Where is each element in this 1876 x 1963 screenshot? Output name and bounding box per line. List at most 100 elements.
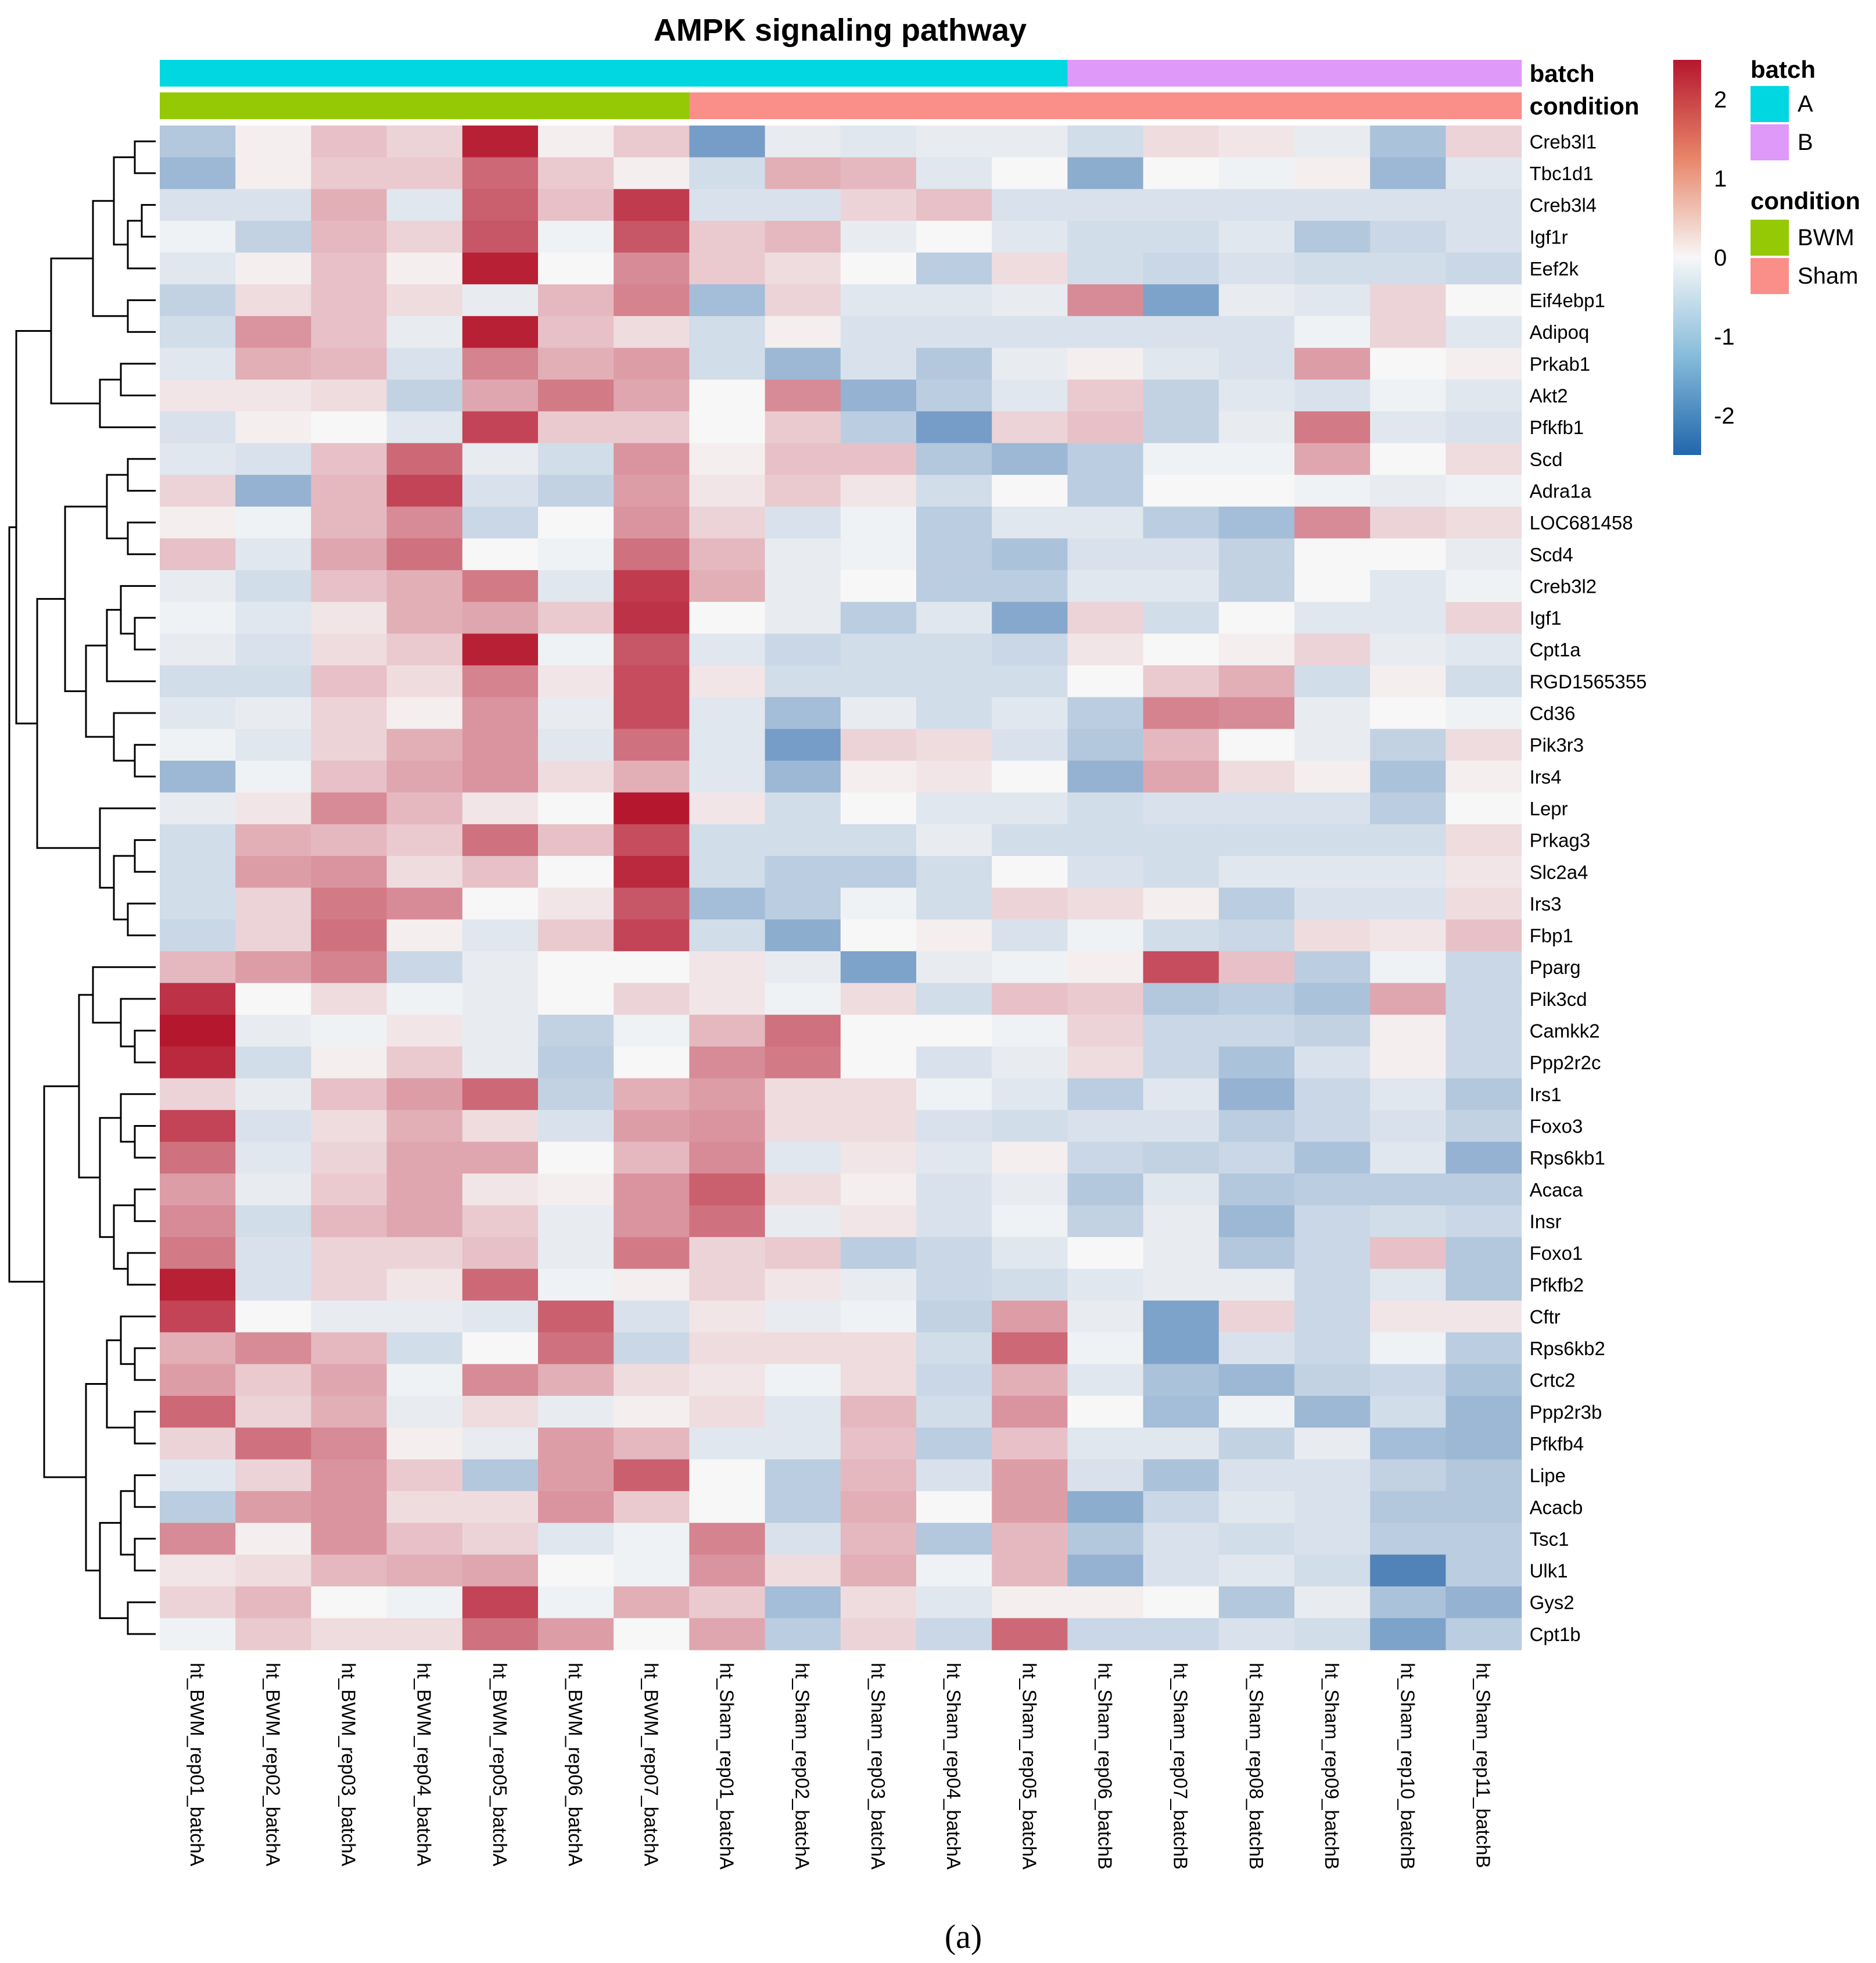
- heatmap-cell: [1294, 252, 1371, 285]
- heatmap-cell: [1218, 220, 1295, 253]
- heatmap-cell: [1294, 697, 1371, 729]
- row-label: Pfkfb4: [1530, 1433, 1584, 1455]
- heatmap-cell: [235, 792, 311, 825]
- heatmap-cell: [765, 252, 841, 285]
- heatmap-cell: [311, 1491, 388, 1524]
- heatmap-cell: [614, 284, 690, 317]
- heatmap-cell: [689, 379, 766, 412]
- heatmap-cell: [765, 1046, 841, 1079]
- heatmap-cell: [1294, 411, 1371, 444]
- dendrogram-branch: [134, 1188, 156, 1222]
- heatmap-cell: [311, 284, 388, 317]
- heatmap-cell: [538, 252, 614, 285]
- heatmap-cell: [1370, 729, 1446, 761]
- heatmap-cell: [235, 1459, 311, 1492]
- row-label: Scd4: [1530, 544, 1573, 565]
- heatmap-cell: [235, 887, 311, 920]
- heatmap-cell: [538, 1015, 614, 1047]
- heatmap-cell: [386, 1237, 463, 1269]
- heatmap-cell: [992, 1459, 1068, 1492]
- heatmap-cell: [1294, 887, 1371, 920]
- dendrogram-branch: [120, 363, 156, 396]
- row-label: RGD1565355: [1530, 671, 1647, 692]
- heatmap-cell: [386, 761, 463, 793]
- row-label: Tsc1: [1530, 1528, 1569, 1550]
- heatmap-cell: [235, 411, 311, 444]
- heatmap-cell: [386, 348, 463, 380]
- dendrogram-branch: [113, 1204, 135, 1270]
- heatmap-cell: [1218, 570, 1295, 603]
- heatmap-cell: [160, 855, 236, 889]
- heatmap-cell: [840, 983, 917, 1015]
- heatmap-cell: [1067, 665, 1144, 698]
- heatmap-cell: [462, 1141, 539, 1174]
- heatmap-cell: [689, 316, 766, 349]
- heatmap-cell: [689, 1237, 766, 1269]
- heatmap-cell: [689, 1523, 766, 1555]
- row-label: Ulk1: [1530, 1560, 1568, 1582]
- heatmap-cell: [1445, 1396, 1522, 1428]
- heatmap-cell: [160, 1237, 236, 1269]
- heatmap-cell: [1143, 1586, 1219, 1619]
- column-labels: ht_BWM_rep01_batchA ht_BWM_rep02_batchA ht…: [186, 1663, 1494, 1869]
- heatmap-cell: [1218, 887, 1295, 920]
- heatmap-cell: [386, 792, 463, 825]
- heatmap-cell: [160, 1046, 236, 1079]
- heatmap-cell: [311, 729, 388, 761]
- heatmap-cell: [614, 729, 690, 761]
- scale-tick-label: -2: [1714, 403, 1735, 429]
- heatmap-cell: [992, 1427, 1068, 1460]
- condition-annotation-cell: [311, 92, 388, 119]
- heatmap-cell: [1294, 284, 1371, 317]
- heatmap-cell: [1370, 252, 1446, 285]
- heatmap-cell: [840, 1301, 917, 1333]
- heatmap-cell: [765, 1459, 841, 1492]
- heatmap-cell: [386, 665, 463, 698]
- row-label: Rps6kb1: [1530, 1147, 1605, 1169]
- heatmap-cell: [614, 157, 690, 189]
- heatmap-cells: [160, 126, 1522, 1650]
- heatmap-cell: [386, 1301, 463, 1333]
- heatmap-cell: [1294, 1332, 1371, 1364]
- batch-annotation-cell: [1370, 60, 1446, 87]
- dendrogram-branch: [120, 998, 156, 1048]
- heatmap-cell: [992, 1332, 1068, 1364]
- figure-caption: (a): [945, 1918, 982, 1955]
- heatmap-cell: [160, 1205, 236, 1238]
- heatmap-cell: [689, 761, 766, 793]
- dendrogram-branch: [99, 1522, 128, 1620]
- heatmap-cell: [1143, 665, 1219, 698]
- heatmap-cell: [311, 601, 388, 634]
- heatmap-cell: [311, 792, 388, 825]
- heatmap-cell: [1067, 220, 1144, 253]
- heatmap-cell: [311, 538, 388, 571]
- heatmap-cell: [235, 189, 311, 221]
- heatmap-cell: [614, 126, 690, 158]
- heatmap-cell: [1143, 919, 1219, 952]
- heatmap-cell: [840, 126, 917, 158]
- heatmap-cell: [1143, 411, 1219, 444]
- heatmap-cell: [1067, 983, 1144, 1015]
- heatmap-cell: [311, 1110, 388, 1142]
- heatmap-cell: [840, 570, 917, 603]
- dendrogram-branch: [15, 330, 51, 725]
- heatmap-cell: [689, 919, 766, 952]
- heatmap-cell: [386, 729, 463, 761]
- heatmap-cell: [1143, 951, 1219, 984]
- heatmap-cell: [765, 1396, 841, 1428]
- heatmap-cell: [992, 1046, 1068, 1079]
- heatmap-cell: [1445, 1301, 1522, 1333]
- heatmap-cell: [311, 506, 388, 539]
- heatmap-cell: [160, 1586, 236, 1619]
- heatmap-cell: [614, 316, 690, 349]
- heatmap-cell: [992, 316, 1068, 349]
- heatmap-cell: [840, 1586, 917, 1619]
- heatmap-cell: [1445, 126, 1522, 158]
- heatmap-cell: [462, 506, 539, 539]
- heatmap-cell: [235, 1618, 311, 1650]
- heatmap-cell: [1294, 475, 1371, 507]
- heatmap-cell: [1294, 126, 1371, 158]
- heatmap-cell: [1370, 1205, 1446, 1238]
- batch-annotation-cell: [1143, 60, 1219, 87]
- heatmap-cell: [916, 633, 992, 666]
